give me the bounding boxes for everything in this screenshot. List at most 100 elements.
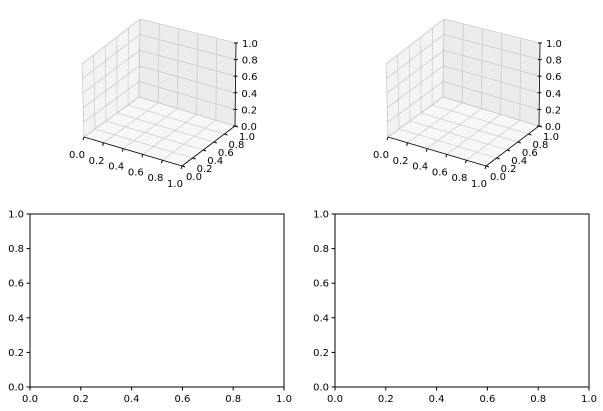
subplot-1-y-tick-mark	[213, 141, 217, 144]
subplot-2-x-tick-label: 0.4	[412, 162, 428, 173]
subplot-1-left-gridline	[81, 18, 141, 65]
subplot-2-left-gridline	[385, 63, 389, 138]
subplot-1-x-tick-label: 1.0	[167, 179, 183, 190]
subplot-1-y-tick-mark	[181, 165, 186, 168]
subplot-1-x-tick-mark	[180, 165, 183, 170]
subplot-2-y-tick-mark	[528, 133, 532, 136]
subplot-2-left-gridline	[386, 34, 444, 79]
subplot-2-floor-gridline	[466, 119, 520, 161]
subplot-1-left-gridline	[82, 49, 140, 94]
subplot-1-y-tick-mark	[203, 149, 207, 152]
subplot-2-y-axis-line	[485, 125, 540, 167]
subplot-2-x-tick-label: 0.0	[373, 150, 389, 161]
subplot-1-back-gridline	[177, 28, 179, 109]
subplot-1-left-gridline	[93, 54, 96, 130]
subplot-2-back-gridline	[481, 28, 483, 109]
subplot-3-plot-frame	[29, 213, 285, 388]
subplot-4-x-tick-label: 0.4	[429, 394, 445, 405]
subplot-2-floor-gridline	[409, 120, 508, 151]
subplot-1-x-tick-mark	[121, 148, 124, 152]
subplot-2-floor-gridline	[407, 102, 463, 144]
subplot-2-floor-gridline	[442, 96, 540, 127]
subplot-2-x-tick-mark	[386, 136, 389, 141]
subplot-1-y-tick-label: 0.4	[207, 156, 223, 167]
subplot-2-left-gridline	[387, 81, 444, 123]
subplot-1-floor-gridline	[127, 104, 225, 135]
subplot-1-back-gridline	[196, 33, 198, 115]
subplot-1-floor-gridline	[94, 128, 193, 159]
subplot-2-z-tick-label: 0.8	[546, 56, 562, 67]
subplot-1-x-tick-label: 0.4	[108, 162, 124, 173]
subplot-1-floor-gridline	[162, 119, 216, 161]
subplot-1-z-tick-label: 0.0	[241, 122, 257, 133]
subplot-1-z-tick-label: 1.0	[242, 39, 258, 50]
subplot-2-x-tick-label: 0.8	[451, 173, 467, 184]
subplot-1-back-gridline	[139, 65, 236, 94]
subplot-2-left-gridline	[386, 49, 444, 94]
subplot-1-x-tick-label: 0.8	[147, 173, 163, 184]
subplot-2-floor-gridline	[431, 104, 529, 135]
subplot-1-floor-gridline	[138, 96, 236, 127]
subplot-1-y-tick-label: 0.0	[186, 172, 202, 183]
subplot-2-z-axis-line	[538, 42, 541, 127]
subplot-3-y-tick-label: 1.0	[8, 210, 24, 221]
subplot-2-x-tick-mark	[484, 165, 487, 170]
subplot-1-back-gridline	[215, 38, 218, 121]
subplot-1-y-tick-label: 0.6	[218, 148, 234, 159]
subplot-2d-bottom-left: 0.0 0.2 0.4 0.6 0.8 1.0 0.0 0.2 0.4 0.6 0.8 1.0	[8, 210, 292, 406]
subplot-2-x-tick-label: 0.2	[393, 156, 409, 167]
subplot-1-y-tick-label: 1.0	[239, 132, 255, 143]
subplot-3-y-tick-label: 0.6	[8, 279, 24, 290]
subplot-1-left-gridline	[81, 63, 85, 138]
subplot-3d-top-left: 0.00.20.40.60.81.00.00.20.40.60.81.00.00…	[69, 18, 258, 190]
subplot-1-x-tick-mark	[102, 142, 105, 146]
subplot-1-z-tick-label: 0.8	[242, 56, 258, 67]
subplot-2-left-gridline	[387, 65, 444, 109]
subplot-2-y-tick-label: 1.0	[543, 132, 559, 143]
subplot-1-x-axis-line	[83, 136, 183, 167]
subplot-1-floor-gridline	[105, 120, 204, 151]
subplot-1-y-axis-line	[181, 125, 236, 167]
subplot-2-left-gridline	[385, 18, 445, 65]
subplot-1-z-tick-label: 0.4	[241, 89, 257, 100]
subplot-3-y-tick-label: 0.4	[8, 313, 24, 324]
subplot-1-left-gridline	[83, 65, 140, 109]
subplot-1-z-axis-line	[234, 42, 237, 127]
subplot-2-back-gridline	[443, 34, 540, 60]
subplot-2-back-gridline	[443, 18, 541, 44]
subplot-1-left-gridline	[83, 96, 140, 138]
subplot-1-left-gridline	[82, 34, 140, 79]
subplot-2-z-tick-label: 0.0	[545, 122, 561, 133]
subplot-1-x-tick-label: 0.2	[89, 156, 105, 167]
subplot-2-y-tick-label: 0.4	[511, 156, 527, 167]
subplot-2-y-tick-mark	[496, 157, 500, 160]
subplot-4-y-tick-label: 0.2	[313, 348, 329, 359]
subplot-2-x-tick-mark	[406, 142, 409, 146]
subplot-1-x-tick-label: 0.0	[69, 150, 85, 161]
subplot-4-x-tick-label: 0.8	[530, 394, 546, 405]
subplot-4-y-tick-label: 0.6	[313, 279, 329, 290]
subplot-2-z-tick-label: 1.0	[546, 39, 562, 50]
subplot-1-y-tick-mark	[192, 157, 196, 160]
subplot-2-z-tick-label: 0.6	[546, 72, 562, 83]
subplot-2-floor-gridline	[446, 114, 501, 155]
subplot-2-y-tick-mark	[517, 141, 521, 144]
subplot-1-floor-gridline	[116, 112, 214, 143]
subplot-4-y-tick-label: 0.8	[313, 244, 329, 255]
subplot-1-x-tick-label: 0.6	[128, 167, 144, 178]
subplot-4-x-tick-label: 0.6	[479, 394, 495, 405]
subplot-3-x-tick-label: 1.0	[276, 394, 292, 405]
subplot-4-x-tick-label: 0.2	[378, 394, 394, 405]
subplot-1-back-gridline	[139, 49, 236, 77]
subplot-3-x-tick-label: 0.4	[124, 394, 140, 405]
subplot-1-left-gridline	[104, 45, 107, 122]
subplot-3-x-tick-label: 0.0	[22, 394, 38, 405]
subplot-1-floor-gridline	[142, 114, 197, 155]
subplot-2-back-gridline	[443, 49, 540, 77]
subplot-2-y-tick-label: 0.8	[532, 140, 548, 151]
subplot-4-y-tick-label: 0.4	[313, 313, 329, 324]
subplot-1-back-gridline	[139, 34, 236, 60]
subplot-1-z-tick-label: 0.6	[242, 72, 258, 83]
subplot-2-left-gridline	[442, 18, 445, 98]
